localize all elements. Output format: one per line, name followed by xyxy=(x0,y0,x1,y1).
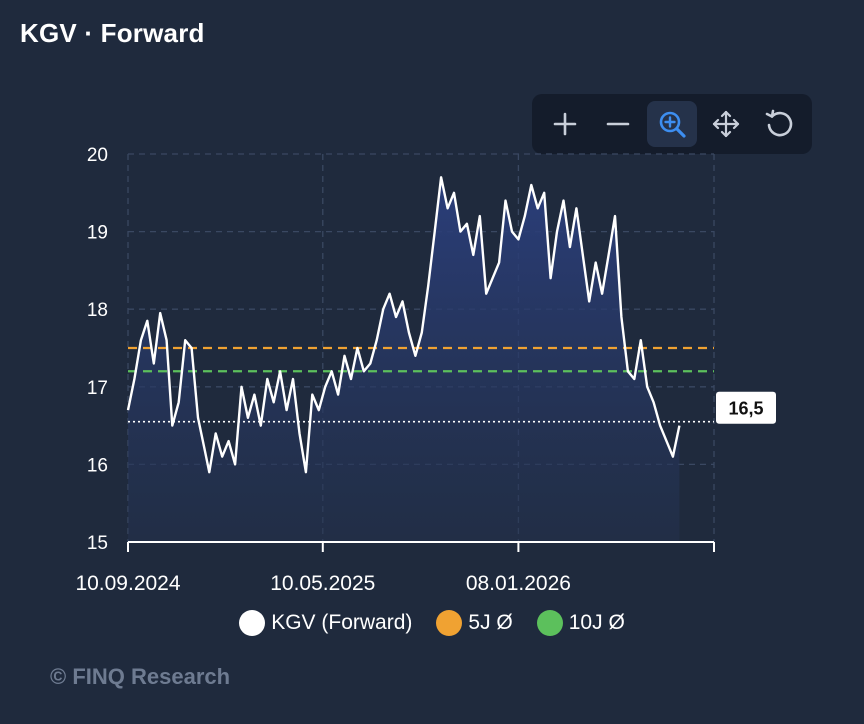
x-tick-label: 10.09.2024 xyxy=(75,572,180,595)
legend-label: KGV (Forward) xyxy=(271,611,413,634)
y-tick-label: 19 xyxy=(87,223,108,244)
last-value-label: 16,5 xyxy=(728,399,763,419)
y-tick-label: 16 xyxy=(87,455,108,476)
legend-item-10j[interactable]: 10J Ø xyxy=(536,610,625,636)
chart-toolbar xyxy=(532,94,812,154)
chart-legend: KGV (Forward) 5J Ø 10J Ø xyxy=(0,610,864,636)
zoom-out-icon xyxy=(607,122,630,126)
legend-item-5j[interactable]: 5J Ø xyxy=(436,610,513,636)
credit-text: © FINQ Research xyxy=(50,664,231,689)
x-tick-label: 08.01.2026 xyxy=(466,572,571,595)
legend-label: 10J Ø xyxy=(568,611,625,634)
legend-marker xyxy=(536,610,563,636)
zoom-in-icon xyxy=(553,112,577,136)
pan-button[interactable] xyxy=(701,101,751,147)
y-tick-label: 15 xyxy=(87,533,108,554)
zoom-in-button[interactable] xyxy=(540,101,590,147)
last-value-badge xyxy=(716,391,776,424)
y-tick-label: 20 xyxy=(87,145,108,166)
zoom-out-button[interactable] xyxy=(593,101,643,147)
x-tick-label: 10.05.2025 xyxy=(270,572,375,595)
series-line xyxy=(126,176,681,474)
y-tick-label: 18 xyxy=(87,300,108,321)
reset-icon xyxy=(765,109,793,137)
page-title: KGV · Forward xyxy=(20,18,205,48)
series-area xyxy=(128,177,680,543)
pan-icon xyxy=(712,110,739,138)
selection-zoom-button[interactable] xyxy=(646,101,697,147)
selection-zoom-icon xyxy=(659,111,686,138)
y-tick-label: 17 xyxy=(87,378,108,399)
chart-area: 20 19 18 17 16 15 10.09.2024 10.05.2025 08.01.20… xyxy=(75,145,776,595)
legend-item-kgv[interactable]: KGV (Forward) xyxy=(239,610,412,636)
legend-marker xyxy=(239,610,266,636)
legend-label: 5J Ø xyxy=(468,611,513,634)
reset-button[interactable] xyxy=(754,101,804,147)
legend-marker xyxy=(436,610,463,636)
